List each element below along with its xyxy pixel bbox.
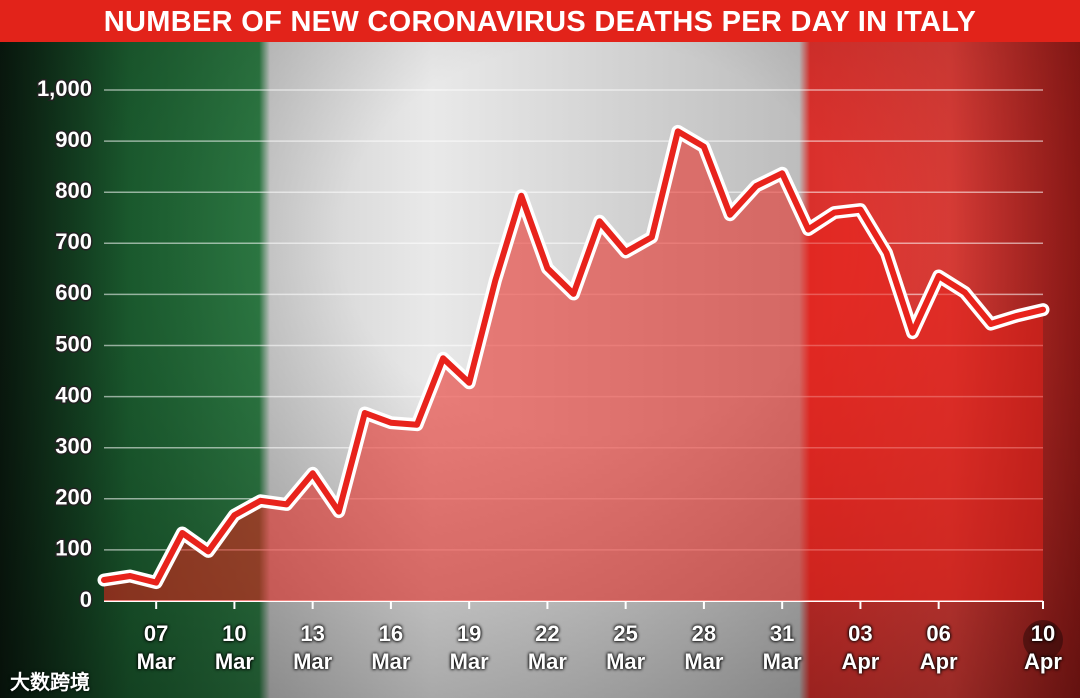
- x-tick-label: 07 Mar: [136, 621, 176, 674]
- x-tick-label: 31 Mar: [762, 621, 802, 674]
- watermark: 大数跨境: [10, 672, 90, 694]
- y-tick-label: 300: [55, 434, 92, 459]
- x-tick-label: 25 Mar: [606, 621, 646, 674]
- y-tick-label: 700: [55, 229, 92, 254]
- y-tick-label: 500: [55, 331, 92, 356]
- area: [104, 131, 1043, 601]
- y-tick-label: 600: [55, 280, 92, 305]
- x-tick-label: 19 Mar: [449, 621, 489, 674]
- x-tick-label: 16 Mar: [371, 621, 411, 674]
- x-tick-label: 22 Mar: [527, 621, 567, 674]
- x-tick-label: 10 Mar: [214, 621, 254, 674]
- y-tick-label: 900: [55, 127, 92, 152]
- y-tick-label: 100: [55, 536, 92, 561]
- y-tick-label: 200: [55, 485, 92, 510]
- y-tick-label: 400: [55, 382, 92, 407]
- x-tick-label: 28 Mar: [684, 621, 724, 674]
- y-tick-label: 800: [55, 178, 92, 203]
- line: [101, 128, 1046, 586]
- y-tick-label: 1,000: [37, 76, 92, 101]
- x-tick-label: 06 Apr: [919, 621, 958, 674]
- share-icon[interactable]: [1023, 620, 1063, 660]
- x-tick-label: 13 Mar: [293, 621, 333, 674]
- x-tick-label: 10 Apr: [1024, 621, 1062, 674]
- chart-title: NUMBER OF NEW CORONAVIRUS DEATHS PER DAY…: [0, 0, 1080, 42]
- x-tick-label: 03 Apr: [841, 621, 880, 674]
- y-tick-label: 0: [80, 587, 92, 612]
